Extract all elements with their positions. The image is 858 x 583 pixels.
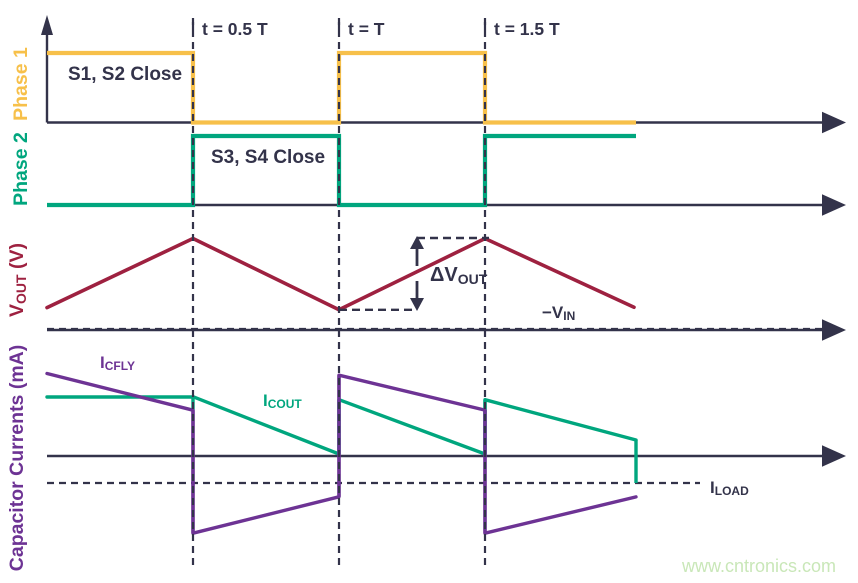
svg-text:t = 0.5 T: t = 0.5 T	[202, 19, 268, 39]
svg-text:t = T: t = T	[348, 19, 385, 39]
svg-text:Phase 2: Phase 2	[10, 132, 32, 206]
svg-text:S3, S4 Close: S3, S4 Close	[211, 147, 325, 168]
svg-text:S1, S2 Close: S1, S2 Close	[68, 64, 182, 85]
svg-text:t = 1.5 T: t = 1.5 T	[494, 19, 560, 39]
svg-text:Capacitor Currents (mA): Capacitor Currents (mA)	[6, 345, 28, 571]
svg-text:Phase 1: Phase 1	[10, 47, 32, 121]
svg-text:www.cntronics.com: www.cntronics.com	[681, 556, 836, 576]
